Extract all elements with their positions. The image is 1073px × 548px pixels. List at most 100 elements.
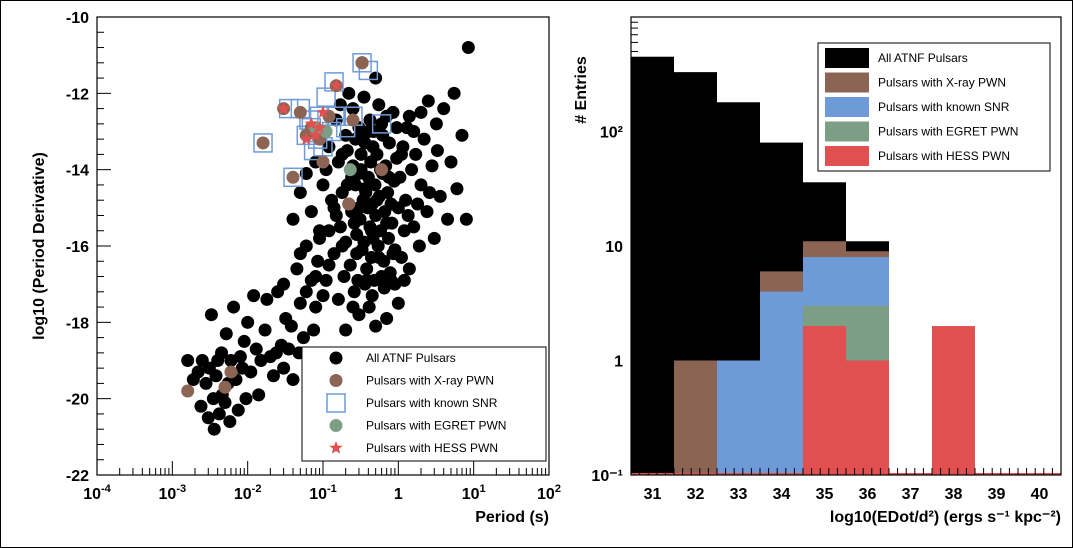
bar-hess-pwn [932, 326, 975, 475]
point-all-atnf [357, 90, 371, 104]
point-all-atnf [181, 354, 195, 367]
point-all-atnf [277, 361, 291, 375]
point-all-atnf [420, 205, 434, 219]
point-all-atnf [227, 300, 241, 314]
point-all-atnf [354, 163, 368, 177]
legend-label: All ATNF Pulsars [366, 351, 456, 365]
point-all-atnf [421, 94, 435, 108]
point-xray-pwn [224, 365, 238, 379]
scatter-legend: All ATNF Pulsars Pulsars with X-ray PWN Pu… [301, 346, 547, 462]
point-all-atnf [429, 117, 443, 131]
point-xray-pwn [218, 380, 232, 394]
point-all-atnf [370, 193, 384, 207]
scatter-legend-box [301, 346, 547, 462]
point-all-atnf [296, 331, 310, 345]
point-all-atnf [381, 186, 395, 200]
point-all-atnf [390, 121, 404, 135]
point-known-snr [316, 87, 336, 107]
legend-label: Pulsars with X-ray PWN [366, 374, 494, 388]
histogram-bars [631, 56, 1061, 476]
point-all-atnf [212, 407, 226, 421]
point-all-atnf [293, 247, 307, 261]
x-tick-label: 10-4 [83, 483, 111, 503]
point-all-atnf [218, 395, 232, 409]
legend-label: Pulsars with EGRET PWN [878, 125, 1018, 139]
y-tick-label: 10² [600, 125, 623, 142]
x-tick-label: 10-3 [159, 483, 187, 503]
bar-known-snr [717, 360, 760, 475]
y-tick-label: 10⁻¹ [591, 468, 623, 485]
scatter-points [181, 41, 475, 436]
point-all-atnf [386, 247, 400, 261]
point-xray-pwn [286, 170, 300, 184]
point-all-atnf [241, 315, 255, 329]
point-all-atnf [407, 220, 421, 234]
point-all-atnf [394, 147, 408, 161]
point-all-atnf [293, 186, 307, 200]
point-hess-pwn [316, 105, 330, 119]
bar-known-snr [760, 291, 803, 475]
point-all-atnf [191, 365, 205, 379]
histogram-x-ticks: 31 32 33 34 35 36 37 38 39 40 [630, 468, 1062, 503]
point-known-snr [335, 117, 356, 138]
x-tick-label: 33 [730, 486, 748, 503]
point-all-atnf [425, 159, 439, 173]
y-tick-label: -12 [66, 86, 89, 103]
histogram-legend: All ATNF Pulsars Pulsars with X-ray PWN Pu… [817, 42, 1051, 172]
point-all-atnf [358, 182, 372, 196]
point-all-atnf [307, 323, 321, 337]
point-all-atnf [414, 178, 428, 192]
point-all-atnf [362, 300, 376, 314]
point-all-atnf [447, 86, 461, 100]
bar-all-atnf [631, 56, 674, 476]
legend-swatch [825, 97, 869, 117]
point-all-atnf [252, 388, 266, 402]
point-all-atnf [223, 415, 237, 429]
point-all-atnf [239, 392, 253, 406]
legend-label: All ATNF Pulsars [878, 51, 968, 65]
point-all-atnf [450, 182, 464, 196]
x-tick-label: 101 [462, 483, 486, 503]
y-tick-label: -16 [66, 239, 89, 256]
point-all-atnf [399, 193, 413, 207]
y-tick-label: -22 [66, 468, 89, 485]
point-all-atnf [347, 285, 361, 299]
point-all-atnf [339, 323, 353, 337]
x-tick-label: 38 [945, 486, 963, 503]
y-tick-label: -20 [66, 392, 89, 409]
y-tick-label: -10 [66, 10, 89, 27]
point-all-atnf [244, 365, 258, 379]
point-all-atnf [316, 289, 330, 303]
point-all-atnf [437, 102, 451, 116]
point-all-atnf [365, 289, 379, 303]
scatter-x-ticks: 10-4 10-3 10-2 10-1 1 101 102 [83, 461, 561, 503]
point-all-atnf [231, 403, 245, 417]
point-all-atnf [219, 327, 233, 341]
legend-marker [326, 393, 346, 413]
point-all-atnf [391, 296, 405, 310]
point-xray-pwn [316, 155, 330, 169]
point-all-atnf [411, 197, 425, 211]
point-all-atnf [247, 289, 261, 303]
point-known-snr [253, 133, 273, 153]
point-all-atnf [388, 277, 402, 291]
point-all-atnf [393, 170, 407, 184]
point-all-atnf [299, 285, 313, 299]
point-all-atnf [209, 369, 223, 383]
point-all-atnf [381, 231, 395, 245]
x-tick-label: 31 [644, 486, 662, 503]
point-all-atnf [335, 239, 349, 253]
x-tick-label: 32 [687, 486, 705, 503]
point-all-atnf [260, 292, 274, 306]
point-all-atnf [433, 189, 447, 203]
point-all-atnf [441, 212, 455, 226]
point-all-atnf [327, 247, 341, 261]
point-xray-pwn [355, 56, 369, 70]
legend-label: Pulsars with EGRET PWN [366, 419, 506, 433]
point-xray-pwn [342, 197, 356, 211]
point-all-atnf [347, 216, 361, 230]
point-all-atnf [360, 273, 374, 287]
legend-marker [329, 374, 343, 387]
x-tick-label: 40 [1031, 486, 1049, 503]
